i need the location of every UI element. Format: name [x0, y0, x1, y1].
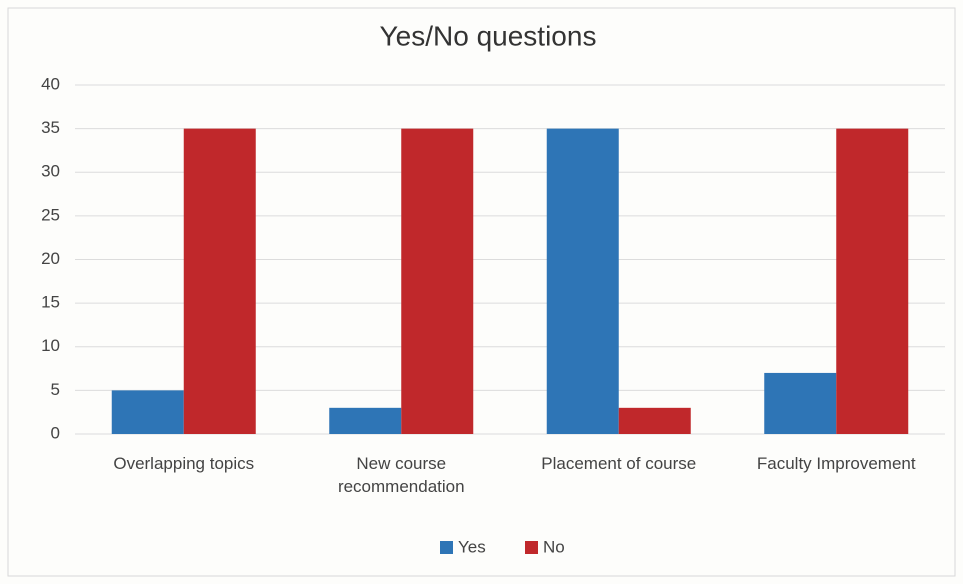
x-tick-label: Placement of course [541, 454, 697, 473]
bar [836, 128, 909, 434]
bar [329, 407, 402, 434]
y-tick-label: 35 [41, 118, 60, 137]
chart-title: Yes/No questions [380, 20, 597, 51]
bar [618, 407, 691, 434]
x-tick-label: Faculty Improvement [756, 454, 916, 473]
y-tick-label: 25 [41, 205, 60, 224]
y-tick-label: 15 [41, 293, 60, 312]
bar [111, 390, 184, 434]
legend-label: Yes [458, 537, 486, 556]
x-tick-label: Overlapping topics [113, 454, 255, 473]
y-tick-label: 40 [41, 74, 60, 93]
legend-swatch [440, 541, 453, 554]
legend-label: No [543, 537, 565, 556]
y-tick-label: 5 [51, 380, 60, 399]
bar [764, 372, 837, 434]
y-tick-label: 20 [41, 249, 60, 268]
chart-border [7, 7, 956, 577]
x-tick-label: New course recommendation [337, 454, 465, 496]
y-tick-label: 0 [51, 423, 60, 442]
y-tick-label: 10 [41, 336, 60, 355]
bar [183, 128, 256, 434]
legend-swatch [525, 541, 538, 554]
bar [546, 128, 619, 434]
bar [401, 128, 474, 434]
y-tick-label: 30 [41, 162, 60, 181]
